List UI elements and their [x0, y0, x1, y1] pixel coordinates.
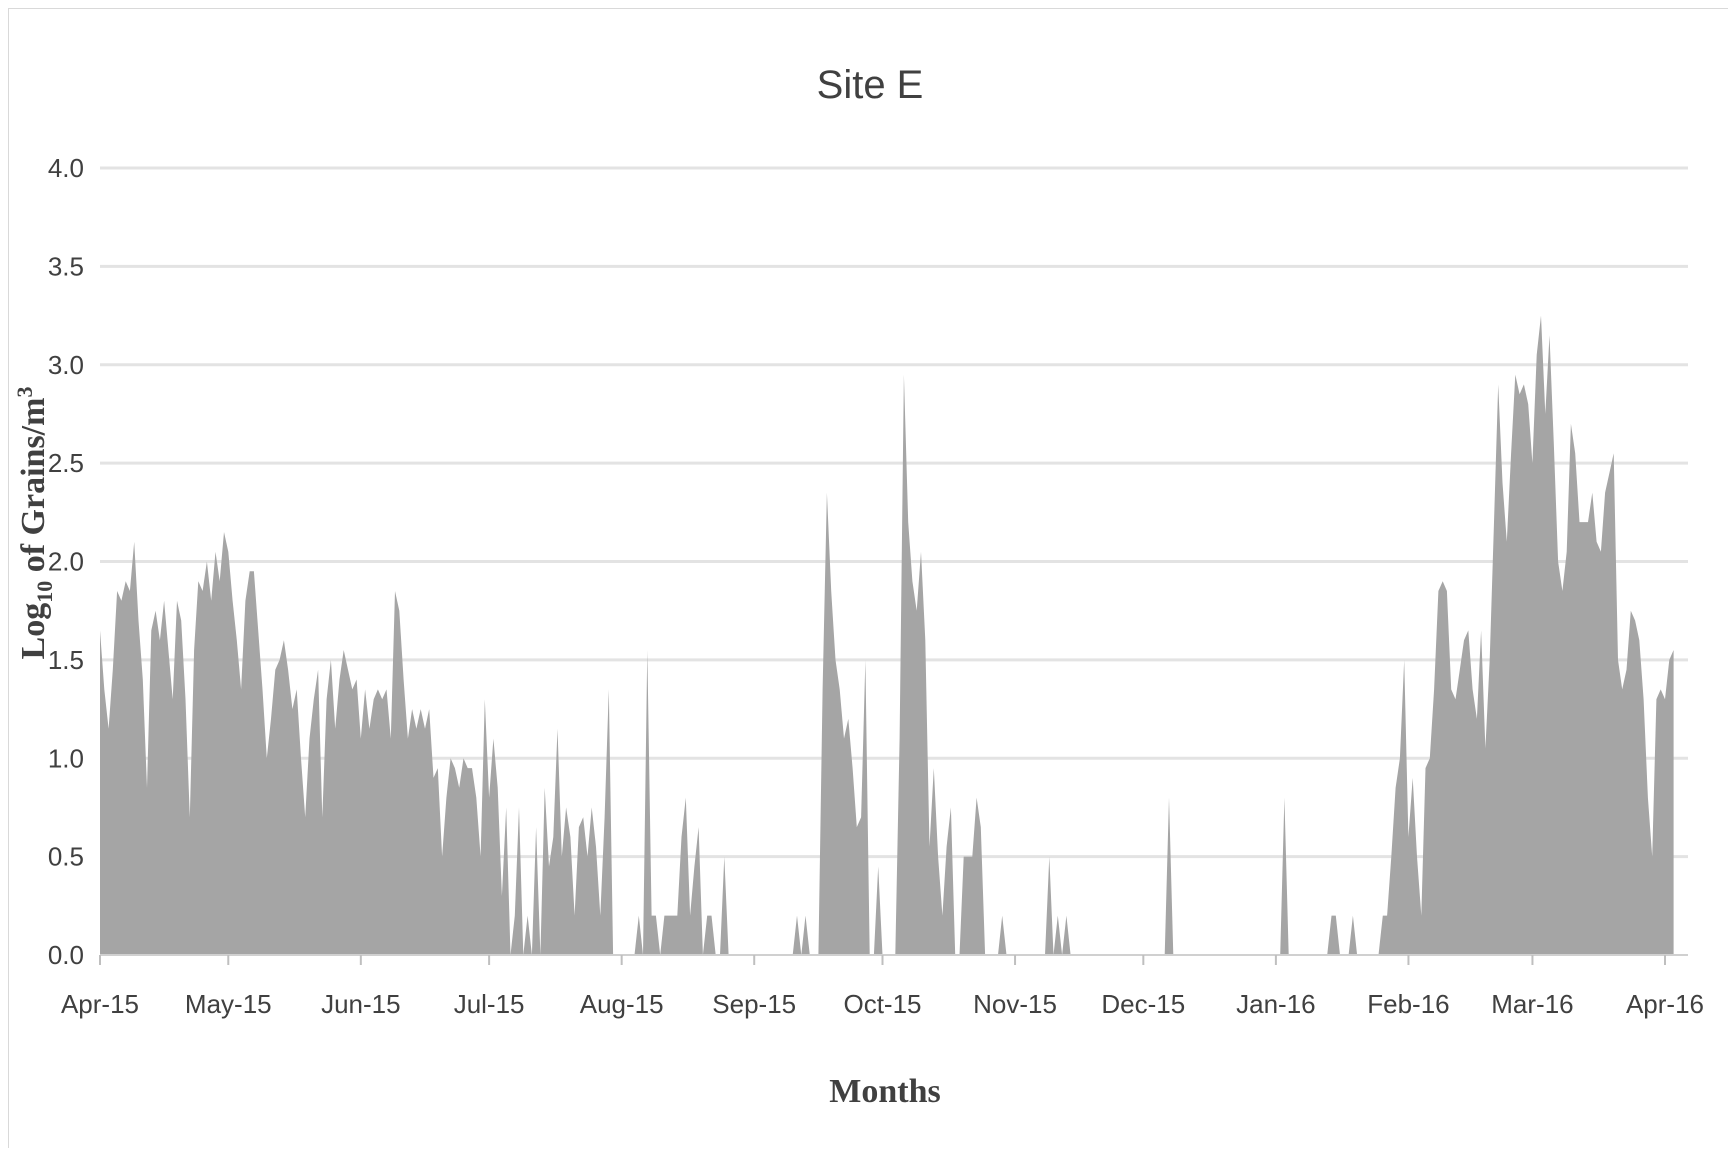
x-tick-label: Oct-15 — [843, 989, 921, 1019]
x-tick-label: Nov-15 — [973, 989, 1057, 1019]
y-tick-label: 2.0 — [48, 547, 84, 577]
x-tick-label: Aug-15 — [580, 989, 664, 1019]
x-tick-label: Dec-15 — [1101, 989, 1185, 1019]
y-tick-label: 2.5 — [48, 448, 84, 478]
chart-title: Site E — [817, 63, 924, 107]
y-axis-label-rest: of Grains/m — [15, 398, 52, 581]
x-tick-label: Jan-16 — [1236, 989, 1316, 1019]
y-axis-label-superscript: 3 — [12, 387, 37, 398]
x-tick-label: Feb-16 — [1367, 989, 1449, 1019]
data-area-series — [100, 316, 1674, 955]
y-axis-label-log: Log — [15, 603, 52, 660]
y-tick-label: 0.5 — [48, 842, 84, 872]
x-tick-label: Mar-16 — [1491, 989, 1573, 1019]
x-axis-label: Months — [829, 1073, 940, 1110]
y-tick-labels: 0.0 0.5 1.0 1.5 2.0 2.5 3.0 3.5 4.0 — [48, 153, 84, 970]
y-axis-label: Log10 of Grains/m3 — [12, 387, 57, 660]
y-axis-label-subscript: 10 — [32, 581, 57, 603]
x-tick-label: Apr-15 — [61, 989, 139, 1019]
y-tick-label: 1.5 — [48, 645, 84, 675]
x-tick-labels: Apr-15 May-15 Jun-15 Jul-15 Aug-15 Sep-15 Oct-… — [61, 955, 1704, 1019]
x-tick-label: Jun-15 — [321, 989, 401, 1019]
y-tick-label: 3.5 — [48, 251, 84, 281]
x-tick-label: May-15 — [185, 989, 272, 1019]
y-tick-label: 3.0 — [48, 350, 84, 380]
y-tick-label: 0.0 — [48, 940, 84, 970]
y-tick-label: 1.0 — [48, 743, 84, 773]
x-tick-label: Apr-16 — [1626, 989, 1704, 1019]
y-tick-label: 4.0 — [48, 153, 84, 183]
x-tick-label: Jul-15 — [454, 989, 525, 1019]
x-tick-label: Sep-15 — [712, 989, 796, 1019]
